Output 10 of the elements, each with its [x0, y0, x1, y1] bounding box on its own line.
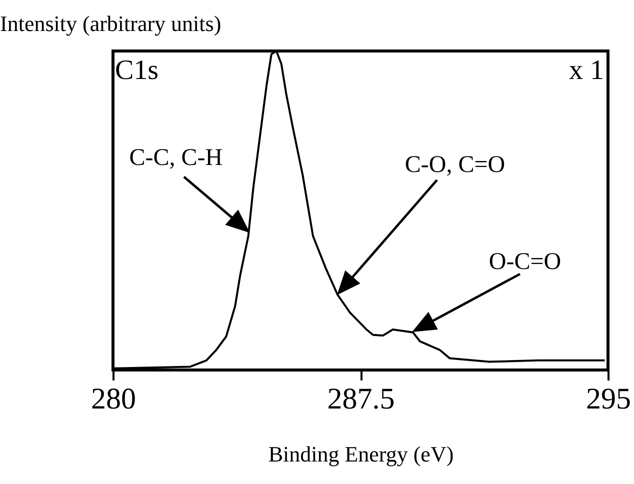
- x-tick-label: 280: [91, 382, 136, 416]
- annotation: x 1: [569, 55, 604, 86]
- x-axis-title: Binding Energy (eV): [268, 442, 454, 466]
- annotation: C1s: [115, 55, 159, 86]
- annotation: C-C, C-H: [129, 144, 223, 171]
- annotation: C-O, C=O: [404, 152, 506, 178]
- annotation: O-C=O: [488, 249, 562, 275]
- x-tick-label: 287.5: [327, 382, 395, 416]
- x-tick-label: 295: [586, 382, 631, 416]
- y-axis-title: Intensity (arbitrary units): [0, 11, 222, 36]
